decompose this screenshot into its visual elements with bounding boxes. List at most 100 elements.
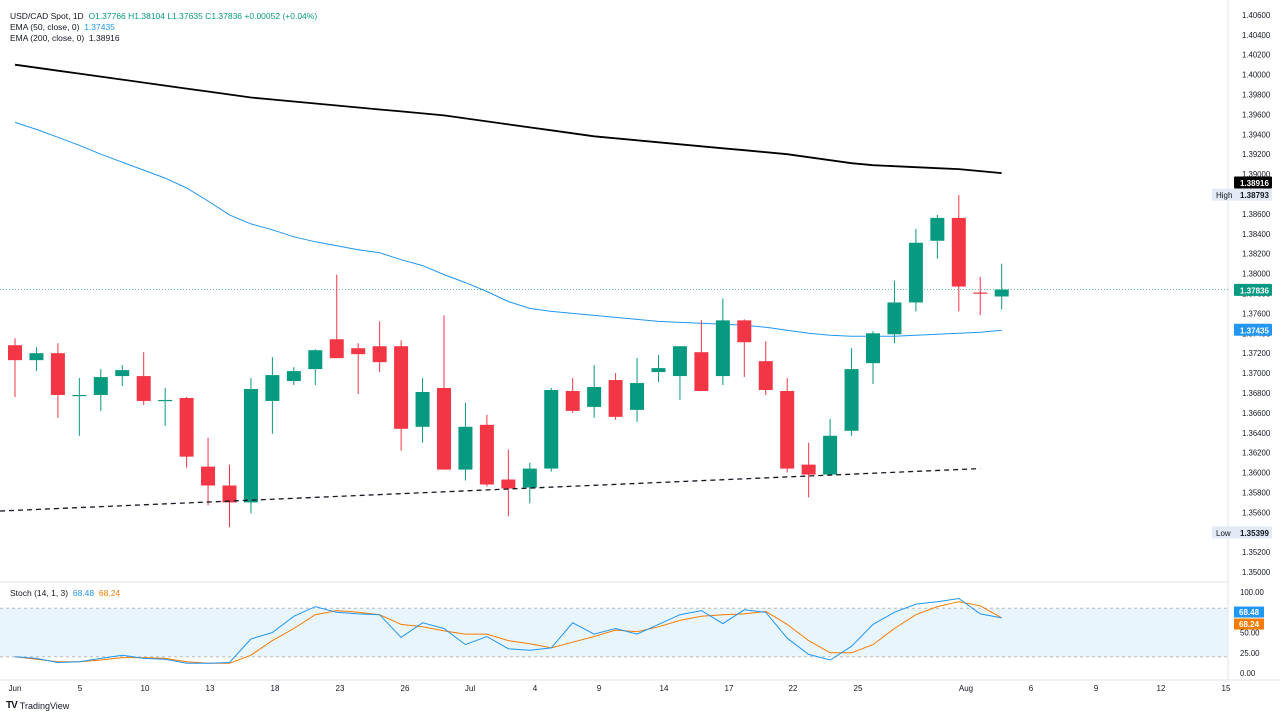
high-label-bg xyxy=(1212,188,1234,201)
price-tick-label: 1.38200 xyxy=(1242,250,1271,259)
candle-body xyxy=(930,217,945,241)
stoch-label[interactable]: Stoch (14, 1, 3) xyxy=(10,588,69,598)
low-price-tag-bg xyxy=(1234,526,1272,539)
time-tick-label: Jul xyxy=(465,684,475,693)
stoch-d-line xyxy=(14,601,1002,664)
candle-body xyxy=(630,383,645,410)
candle-body xyxy=(115,370,130,377)
high-price-tag-bg xyxy=(1234,188,1272,201)
tradingview-icon: TV xyxy=(6,700,18,711)
price-tick-label: 1.39800 xyxy=(1242,91,1271,100)
candle-body xyxy=(308,350,323,370)
price-tick-label: 1.39400 xyxy=(1242,130,1271,139)
ema200-label[interactable]: EMA (200, close, 0) xyxy=(10,33,85,43)
stoch-k-value: 68.48 xyxy=(72,588,95,598)
ema200-value: 1.38916 xyxy=(88,33,120,43)
stoch-tick-label: 0.00 xyxy=(1240,669,1256,678)
price-tick-label: 1.39600 xyxy=(1242,110,1271,119)
price-tick-label: 1.40600 xyxy=(1242,11,1271,20)
candle-body xyxy=(50,353,65,395)
candle-body xyxy=(329,339,344,359)
stoch-k-line xyxy=(14,597,1002,664)
price-tick-label: 1.39200 xyxy=(1242,150,1271,159)
low-price-tag: 1.35399 xyxy=(1240,529,1269,538)
price-tick-label: 1.36000 xyxy=(1242,469,1271,478)
candle-body xyxy=(286,371,301,382)
candle-body xyxy=(887,302,902,335)
high-label: High xyxy=(1216,191,1232,200)
price-tick-label: 1.35200 xyxy=(1242,548,1271,557)
candle-body xyxy=(866,333,880,364)
price-tick-label: 1.36400 xyxy=(1242,429,1271,438)
time-tick-label: 6 xyxy=(1029,684,1034,693)
ema50-price-tag-bg xyxy=(1234,323,1272,336)
time-tick-label: 18 xyxy=(271,684,280,693)
candle-body xyxy=(544,389,559,469)
high-price-tag: 1.38793 xyxy=(1240,191,1269,200)
ema50-label[interactable]: EMA (50, close, 0) xyxy=(10,22,80,32)
time-tick-label: 4 xyxy=(533,684,538,693)
time-tick-label: 25 xyxy=(854,684,863,693)
ema200-line xyxy=(14,63,1002,174)
price-tick-label: 1.38400 xyxy=(1242,230,1271,239)
ema50-line xyxy=(14,121,1002,337)
low-label: Low xyxy=(1216,529,1231,538)
legend-ema50-row: EMA (50, close, 0) 1.37435 xyxy=(10,22,115,32)
candle-body xyxy=(651,368,666,373)
stoch-band-fill xyxy=(0,608,1228,657)
candle-body xyxy=(394,346,409,429)
candle-body xyxy=(844,369,859,431)
candle-body xyxy=(801,464,816,475)
candle-body xyxy=(458,426,473,470)
time-tick-label: 23 xyxy=(336,684,345,693)
price-tick-label: 1.37200 xyxy=(1242,349,1271,358)
low-label-bg xyxy=(1212,526,1234,539)
stoch-d-value: 68.24 xyxy=(98,588,121,598)
price-tick-label: 1.36800 xyxy=(1242,389,1271,398)
candle-body xyxy=(265,375,280,401)
price-tick-label: 1.35800 xyxy=(1242,488,1271,497)
stoch-k-tag-bg xyxy=(1234,606,1264,618)
price-tick-label: 1.37000 xyxy=(1242,369,1271,378)
stoch-d-tag: 68.24 xyxy=(1239,620,1260,629)
symbol-label[interactable]: USD/CAD Spot, 1D xyxy=(10,11,84,21)
price-tick-label: 1.38000 xyxy=(1242,270,1271,279)
candle-body xyxy=(908,242,923,303)
support-trendline xyxy=(0,467,981,512)
time-tick-label: 10 xyxy=(141,684,150,693)
ema50-price-tag: 1.37435 xyxy=(1240,326,1269,335)
time-tick-label: 13 xyxy=(206,684,215,693)
candle-body xyxy=(973,292,988,294)
time-tick-label: 15 xyxy=(1222,684,1231,693)
ema200-price-tag: 1.38916 xyxy=(1240,179,1269,188)
legend-symbol-row: USD/CAD Spot, 1D O1.37766 H1.38104 L1.37… xyxy=(10,11,317,21)
time-tick-label: Jun xyxy=(9,684,22,693)
candle-body xyxy=(501,479,516,489)
time-tick-label: 9 xyxy=(1094,684,1099,693)
price-tick-label: 1.38600 xyxy=(1242,210,1271,219)
close-price-tag: 1.37836 xyxy=(1240,286,1269,295)
ema50-value: 1.37435 xyxy=(84,22,115,32)
time-tick-label: 5 xyxy=(78,684,83,693)
ema200-price-tag-bg xyxy=(1234,176,1272,189)
price-tick-label: 1.36600 xyxy=(1242,409,1271,418)
price-tick-label: 1.35000 xyxy=(1242,568,1271,577)
candle-body xyxy=(415,391,430,427)
time-tick-label: 14 xyxy=(660,684,669,693)
candle-body xyxy=(158,399,173,402)
tradingview-logo[interactable]: TV TradingView xyxy=(6,700,69,711)
stoch-k-tag: 68.48 xyxy=(1239,608,1260,617)
legend-stoch-row: Stoch (14, 1, 3) 68.48 68.24 xyxy=(10,588,120,598)
ohlc-values: O1.37766 H1.38104 L1.37635 C1.37836 +0.0… xyxy=(88,11,318,21)
candle-body xyxy=(351,348,366,355)
candle-body xyxy=(823,435,838,475)
candle-body xyxy=(565,390,580,411)
candle-body xyxy=(179,397,194,457)
stoch-tick-label: 100.00 xyxy=(1240,588,1265,597)
price-tick-label: 1.37600 xyxy=(1242,309,1271,318)
candle-body xyxy=(372,346,387,363)
candle-body xyxy=(758,361,773,390)
time-tick-label: 17 xyxy=(725,684,734,693)
close-price-tag-bg xyxy=(1234,283,1272,296)
